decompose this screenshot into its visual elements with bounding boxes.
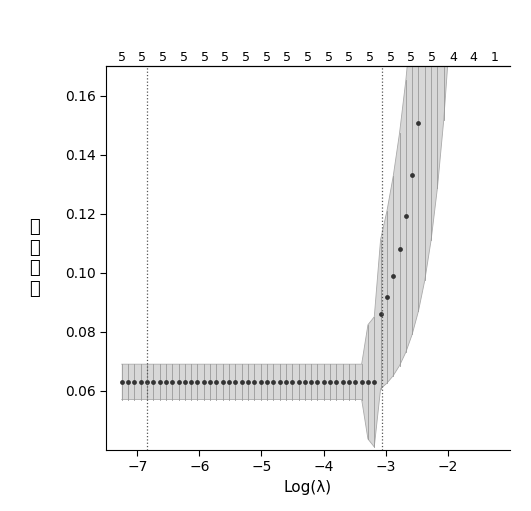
- Point: [156, 378, 164, 386]
- Point: [244, 378, 252, 386]
- Point: [332, 378, 341, 386]
- Point: [193, 378, 202, 386]
- Y-axis label: 均
方
误
差: 均 方 误 差: [29, 218, 40, 298]
- Point: [288, 378, 296, 386]
- Point: [161, 378, 170, 386]
- Point: [256, 378, 265, 386]
- Point: [408, 171, 416, 179]
- Point: [345, 378, 353, 386]
- Point: [200, 378, 208, 386]
- Point: [389, 272, 398, 280]
- Point: [395, 245, 404, 253]
- Point: [231, 378, 239, 386]
- X-axis label: Log(λ): Log(λ): [284, 480, 332, 495]
- Point: [294, 378, 303, 386]
- Point: [250, 378, 259, 386]
- Point: [117, 378, 126, 386]
- Point: [225, 378, 233, 386]
- Point: [357, 378, 366, 386]
- Point: [326, 378, 335, 386]
- Point: [313, 378, 322, 386]
- Point: [364, 378, 372, 386]
- Point: [212, 378, 221, 386]
- Point: [376, 310, 385, 318]
- Point: [383, 293, 391, 301]
- Point: [143, 378, 151, 386]
- Point: [338, 378, 347, 386]
- Point: [275, 378, 284, 386]
- Point: [124, 378, 132, 386]
- Point: [187, 378, 195, 386]
- Point: [414, 119, 423, 127]
- Point: [206, 378, 215, 386]
- Point: [281, 378, 290, 386]
- Point: [130, 378, 139, 386]
- Point: [263, 378, 271, 386]
- Point: [174, 378, 183, 386]
- Point: [149, 378, 158, 386]
- Point: [401, 212, 410, 220]
- Point: [136, 378, 145, 386]
- Point: [320, 378, 328, 386]
- Point: [301, 378, 309, 386]
- Point: [351, 378, 359, 386]
- Point: [181, 378, 189, 386]
- Point: [370, 378, 379, 386]
- Point: [168, 378, 176, 386]
- Point: [307, 378, 315, 386]
- Point: [269, 378, 278, 386]
- Point: [218, 378, 227, 386]
- Point: [237, 378, 246, 386]
- Point: [421, 54, 429, 62]
